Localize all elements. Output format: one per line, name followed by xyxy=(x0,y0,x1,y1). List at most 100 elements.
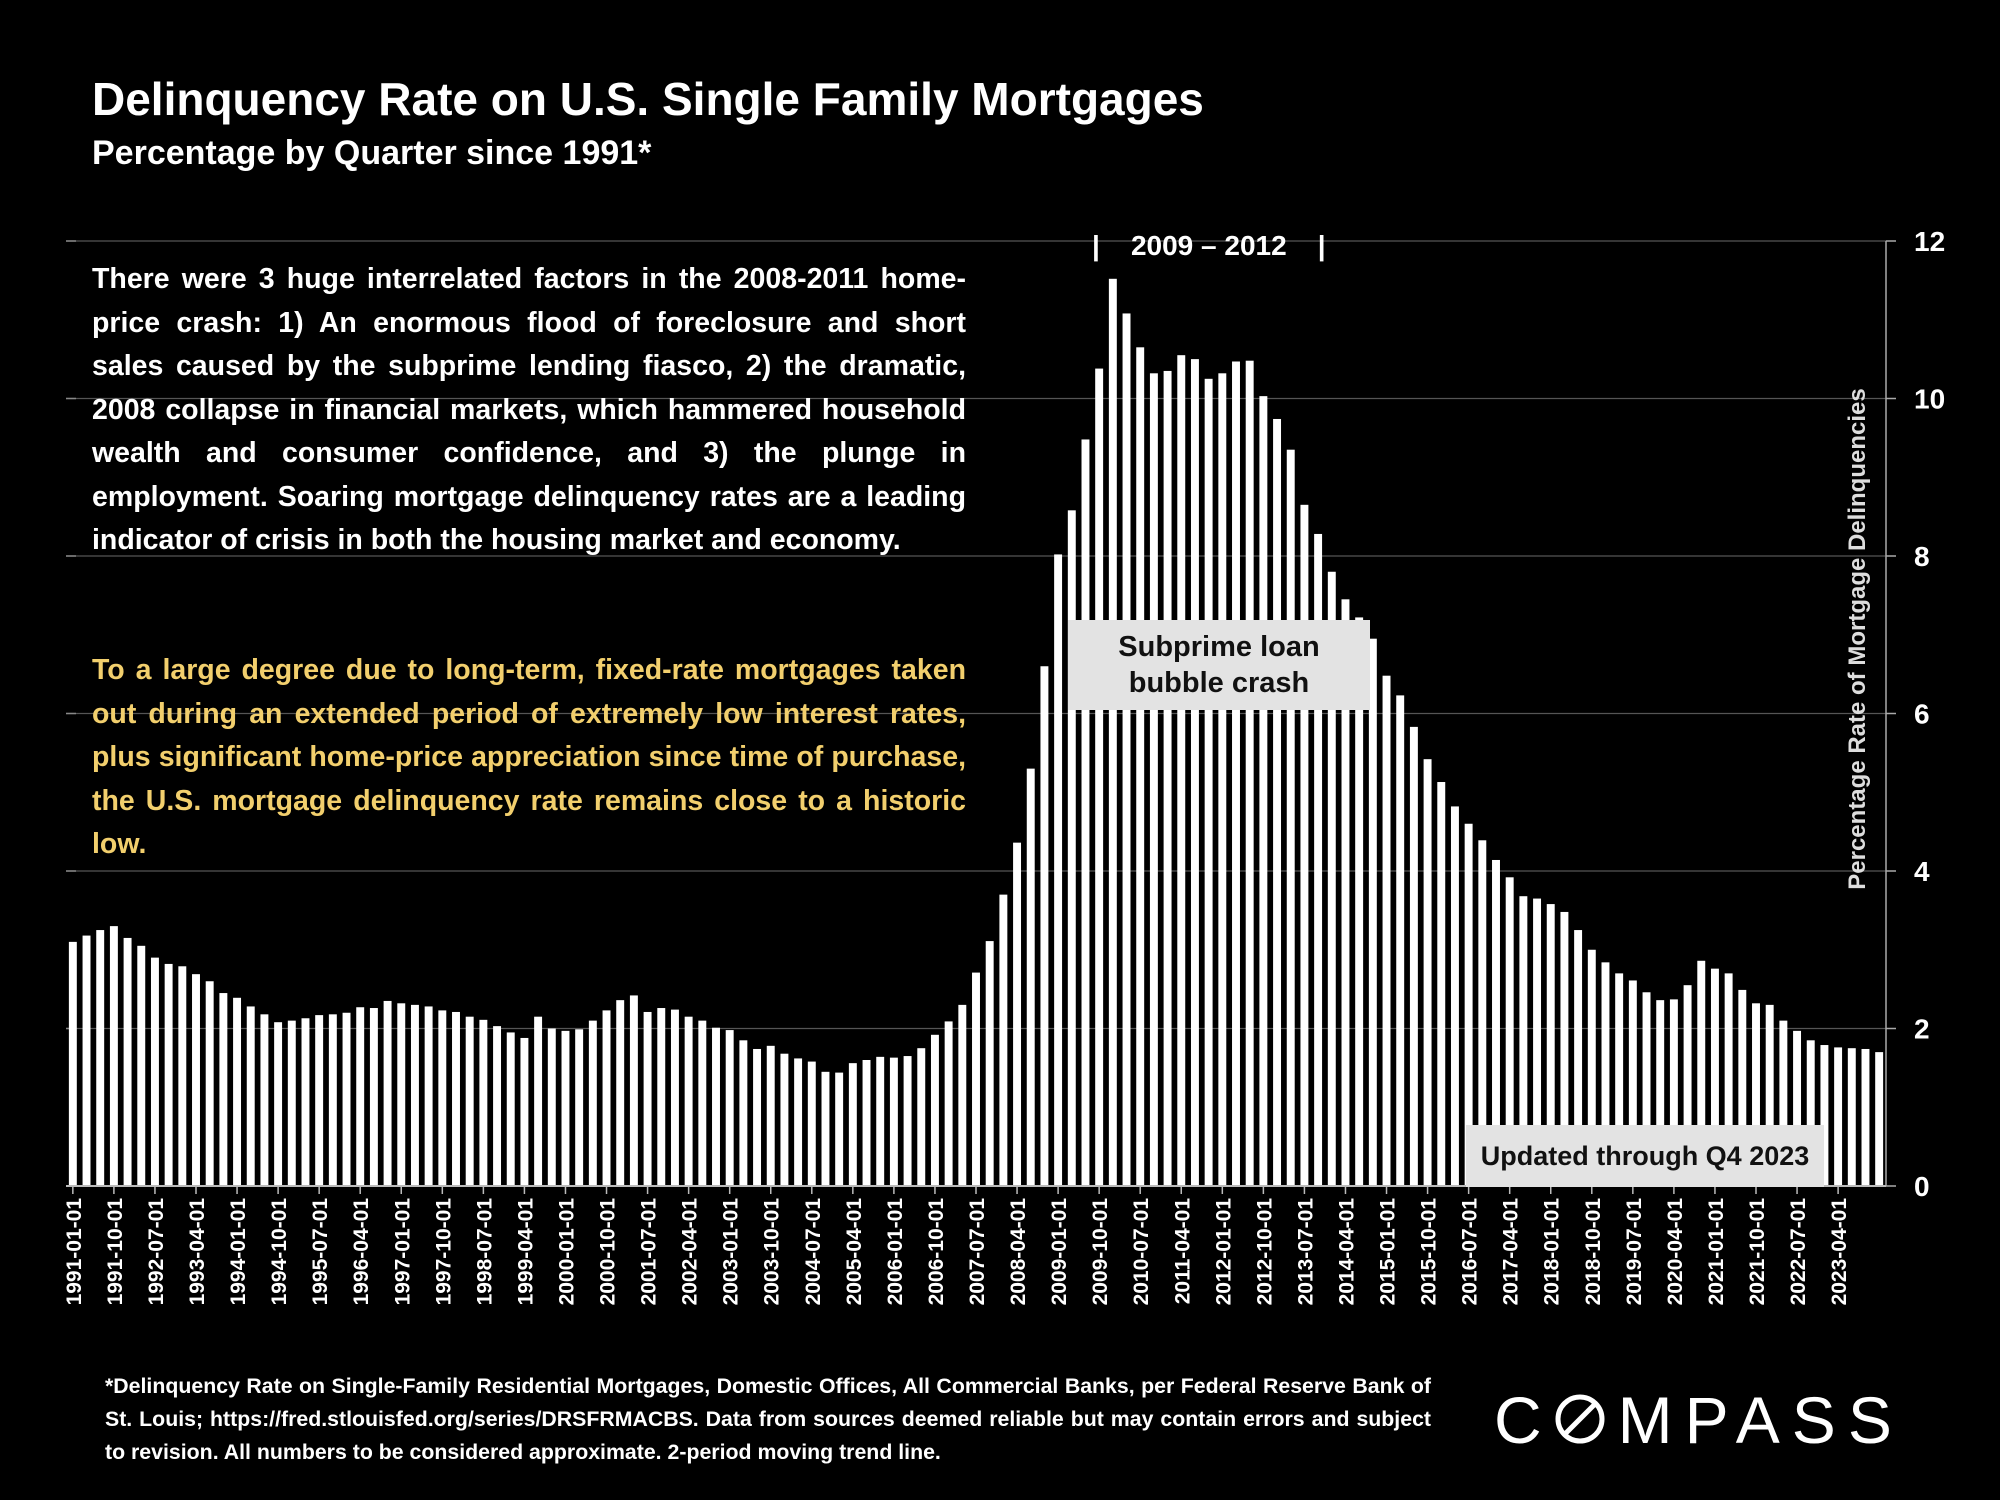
bar xyxy=(862,1060,871,1186)
x-tick-label: 2003-10-01 xyxy=(761,1198,784,1306)
compass-o-icon xyxy=(1555,1394,1605,1444)
updated-through-callout: Updated through Q4 2023 xyxy=(1466,1125,1824,1187)
bar xyxy=(903,1056,912,1186)
bar xyxy=(972,972,980,1186)
bar xyxy=(1396,695,1405,1186)
bar xyxy=(233,997,242,1186)
bar xyxy=(766,1045,775,1186)
x-tick-label: 1991-10-01 xyxy=(104,1198,127,1306)
x-tick-label: 2022-07-01 xyxy=(1787,1198,1810,1306)
bar xyxy=(1574,930,1583,1186)
bar xyxy=(1875,1052,1884,1186)
period-label: | 2009 – 2012 | xyxy=(1092,230,1326,261)
bar xyxy=(192,974,200,1186)
bar xyxy=(1382,675,1391,1186)
bar xyxy=(1218,373,1227,1186)
bar xyxy=(1081,439,1090,1186)
bar xyxy=(588,1020,597,1186)
x-tick-label: 2005-04-01 xyxy=(843,1198,866,1306)
bar xyxy=(1505,877,1514,1186)
x-tick-label: 1994-10-01 xyxy=(268,1198,291,1306)
subprime-crash-callout: Subprime loan bubble crash xyxy=(1068,620,1370,710)
bar xyxy=(1601,962,1610,1186)
bar xyxy=(1067,510,1076,1186)
x-tick-label: 2004-07-01 xyxy=(802,1198,825,1306)
x-tick-label: 1998-07-01 xyxy=(473,1198,496,1306)
bar xyxy=(1793,1030,1802,1186)
compass-logo: C MPASS xyxy=(1494,1383,1904,1457)
bar xyxy=(137,945,146,1186)
x-tick-label: 2009-10-01 xyxy=(1089,1198,1112,1306)
bar xyxy=(520,1037,529,1186)
bar xyxy=(753,1048,762,1186)
bar xyxy=(1560,911,1569,1186)
bar xyxy=(889,1057,898,1186)
y-axis-title: Percentage Rate of Mortgage Delinquencie… xyxy=(1844,388,1871,890)
bar xyxy=(602,1010,611,1186)
bar xyxy=(807,1061,816,1186)
bar xyxy=(821,1071,830,1186)
x-tick-label: 1991-01-01 xyxy=(63,1198,86,1306)
axes: 0 2 4 6 8 10 12 1991-01-01 1991-10-01 1992-07-01 1… xyxy=(63,226,1945,1305)
bar xyxy=(725,1030,734,1186)
bar xyxy=(410,1004,419,1186)
bar xyxy=(1204,378,1213,1186)
bar xyxy=(123,937,132,1186)
bar xyxy=(780,1053,789,1186)
x-tick-label: 2009-01-01 xyxy=(1048,1198,1071,1306)
bar xyxy=(1752,1003,1760,1186)
bar xyxy=(1834,1047,1843,1186)
bar xyxy=(1327,571,1336,1186)
x-tick-label: 2003-01-01 xyxy=(720,1198,743,1306)
bar xyxy=(657,1008,666,1186)
x-tick-label: 2014-04-01 xyxy=(1335,1198,1358,1306)
bar xyxy=(1423,759,1432,1186)
bar xyxy=(164,963,173,1186)
bar xyxy=(1847,1048,1856,1186)
x-tick-label: 1996-04-01 xyxy=(350,1198,373,1306)
bar xyxy=(1108,278,1117,1186)
x-tick-label: 1993-04-01 xyxy=(186,1198,209,1306)
bar xyxy=(1464,823,1473,1186)
y-tick-label: 10 xyxy=(1914,384,1945,415)
bar xyxy=(1697,960,1706,1186)
bar xyxy=(1163,370,1172,1186)
bar xyxy=(369,1008,378,1186)
bar xyxy=(1478,840,1487,1186)
x-tick-label: 2021-01-01 xyxy=(1705,1198,1728,1306)
x-tick-label: 2015-10-01 xyxy=(1418,1198,1441,1306)
bar xyxy=(1861,1048,1870,1186)
y-tick-label: 4 xyxy=(1914,856,1930,887)
bar xyxy=(1026,768,1035,1186)
bar xyxy=(575,1029,584,1186)
bar xyxy=(534,1016,543,1186)
bar xyxy=(1533,898,1542,1186)
bar xyxy=(1286,449,1295,1186)
bar xyxy=(356,1007,365,1186)
bar xyxy=(1765,1004,1774,1186)
bar xyxy=(1628,980,1637,1186)
bar xyxy=(1587,949,1596,1186)
bar xyxy=(1245,360,1254,1186)
bar xyxy=(1615,973,1624,1186)
bar xyxy=(1669,999,1678,1186)
x-tick-label: 1994-01-01 xyxy=(227,1198,250,1306)
bar xyxy=(999,894,1008,1186)
x-tick-label: 2006-01-01 xyxy=(884,1198,907,1306)
bar xyxy=(917,1048,926,1186)
x-tick-label: 2018-01-01 xyxy=(1541,1198,1564,1306)
bar xyxy=(397,1003,406,1186)
bar xyxy=(930,1034,939,1186)
bar xyxy=(1450,806,1459,1186)
x-tick-label: 2015-01-01 xyxy=(1377,1198,1400,1306)
bar xyxy=(506,1032,515,1186)
bar xyxy=(739,1040,748,1186)
x-tick-label: 2018-10-01 xyxy=(1582,1198,1605,1306)
bar xyxy=(1232,361,1240,1186)
x-tick-label: 2002-04-01 xyxy=(679,1198,702,1306)
bar xyxy=(876,1056,885,1186)
x-tick-label: 2008-04-01 xyxy=(1007,1198,1030,1306)
bar xyxy=(1259,396,1268,1186)
x-tick-label: 2012-01-01 xyxy=(1212,1198,1235,1306)
